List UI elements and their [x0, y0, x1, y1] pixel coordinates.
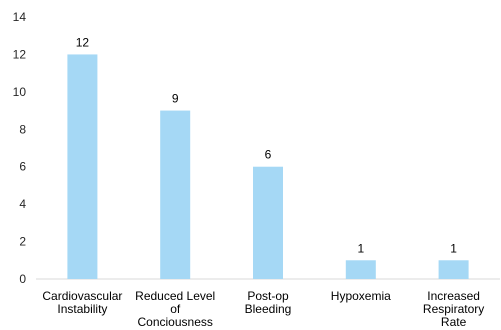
data-labels: 12 9 6 1 1: [76, 35, 458, 255]
y-axis-ticks: 0 2 4 6 8 10 12 14: [13, 10, 27, 286]
y-tick-label: 10: [13, 85, 27, 99]
y-tick-label: 12: [13, 47, 27, 61]
y-tick-label: 2: [19, 235, 26, 249]
category-label-line: of: [170, 302, 181, 316]
data-label: 1: [450, 241, 457, 255]
y-tick-label: 4: [19, 197, 26, 211]
y-tick-label: 8: [19, 122, 26, 136]
category-label-line: Hypoxemia: [331, 289, 391, 303]
y-tick-label: 0: [19, 272, 26, 286]
data-label: 6: [265, 148, 272, 162]
category-label-line: Cardiovascular: [42, 289, 122, 303]
category-label-line: Conciousness: [138, 315, 213, 329]
bar: [253, 166, 283, 279]
category-label: Post-op Bleeding: [245, 289, 292, 316]
y-tick-label: 14: [13, 10, 27, 24]
y-tick-label: 6: [19, 160, 26, 174]
category-label: Hypoxemia: [331, 289, 391, 303]
category-label-line: Reduced Level: [135, 289, 215, 303]
data-label: 1: [357, 241, 364, 255]
category-label-line: Increased: [427, 289, 480, 303]
bar: [67, 54, 98, 279]
bars: [67, 54, 469, 279]
bar: [160, 110, 191, 279]
category-label-line: Bleeding: [245, 302, 292, 316]
category-label-line: Rate: [441, 315, 467, 329]
category-label-line: Respiratory: [423, 302, 484, 316]
category-label: Increased Respiratory Rate: [423, 289, 484, 329]
bar: [345, 260, 376, 279]
category-label-line: Instability: [57, 302, 107, 316]
category-labels: Cardiovascular Instability Reduced Level of…: [42, 289, 484, 329]
data-label: 12: [76, 35, 90, 49]
category-label-line: Post-op: [247, 289, 289, 303]
bar: [438, 260, 469, 279]
data-label: 9: [172, 92, 179, 106]
category-label: Cardiovascular Instability: [42, 289, 122, 316]
category-label: Reduced Level of Conciousness: [135, 289, 215, 329]
